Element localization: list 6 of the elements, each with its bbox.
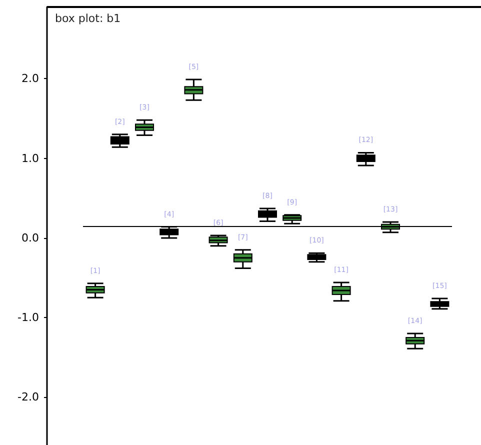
- y-tick-label: -1.0: [18, 311, 39, 324]
- text: box plot: b1: [55, 12, 121, 25]
- y-tick-label: 1.0: [22, 152, 39, 165]
- y-tick-label: 2.0: [22, 72, 39, 86]
- y-tick-label: -2.0: [18, 390, 39, 404]
- y-tick-label: 0.0: [22, 231, 39, 244]
